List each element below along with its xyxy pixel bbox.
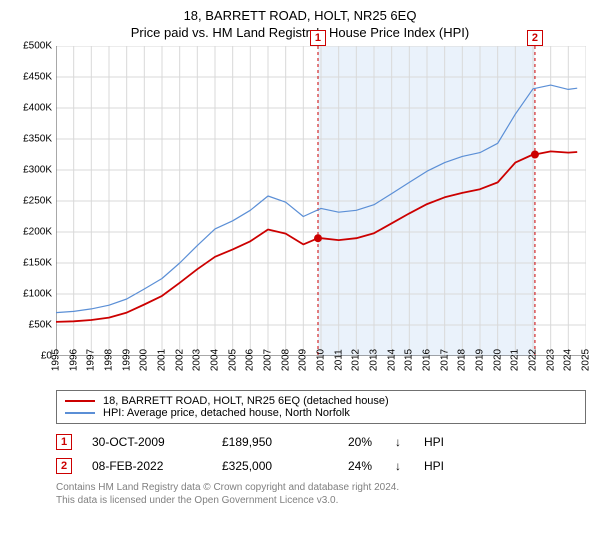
- x-tick-label: 2012: [351, 349, 362, 371]
- x-tick-label: 1995: [51, 349, 62, 371]
- x-tick-label: 2020: [492, 349, 503, 371]
- x-tick-label: 2017: [439, 349, 450, 371]
- transaction-badge: 1: [56, 434, 72, 450]
- transaction-row: 2 08-FEB-2022 £325,000 24% ↓ HPI: [56, 456, 590, 476]
- x-tick-label: 2004: [210, 349, 221, 371]
- x-tick-label: 2018: [457, 349, 468, 371]
- legend-swatch: [65, 400, 95, 402]
- legend-label: HPI: Average price, detached house, Nort…: [103, 407, 350, 419]
- x-tick-label: 2025: [581, 349, 592, 371]
- x-tick-label: 2008: [280, 349, 291, 371]
- legend-label: 18, BARRETT ROAD, HOLT, NR25 6EQ (detach…: [103, 395, 389, 407]
- legend-swatch: [65, 412, 95, 414]
- transaction-date: 08-FEB-2022: [92, 459, 202, 473]
- x-tick-label: 2016: [422, 349, 433, 371]
- x-tick-label: 2011: [333, 349, 344, 371]
- x-tick-label: 1997: [86, 349, 97, 371]
- y-tick-label: £500K: [23, 41, 52, 52]
- transaction-price: £325,000: [222, 459, 312, 473]
- x-tick-label: 2001: [157, 349, 168, 371]
- x-tick-label: 2021: [510, 349, 521, 371]
- attribution-line2: This data is licensed under the Open Gov…: [56, 495, 590, 508]
- x-tick-label: 2005: [227, 349, 238, 371]
- y-tick-label: £450K: [23, 72, 52, 83]
- chart-area: £0£50K£100K£150K£200K£250K£300K£350K£400…: [56, 46, 586, 356]
- sale-dot-1: [314, 234, 322, 242]
- page-title: 18, BARRETT ROAD, HOLT, NR25 6EQ: [10, 8, 590, 23]
- transaction-price: £189,950: [222, 435, 312, 449]
- x-tick-label: 2007: [263, 349, 274, 371]
- y-tick-label: £400K: [23, 103, 52, 114]
- attribution-line1: Contains HM Land Registry data © Crown c…: [56, 482, 590, 495]
- y-tick-label: £250K: [23, 196, 52, 207]
- x-tick-label: 2006: [245, 349, 256, 371]
- x-tick-label: 2010: [316, 349, 327, 371]
- transaction-pct: 24%: [332, 459, 372, 473]
- down-arrow-icon: ↓: [392, 459, 404, 473]
- x-tick-label: 2015: [404, 349, 415, 371]
- x-tick-label: 2003: [192, 349, 203, 371]
- x-tick-label: 2013: [369, 349, 380, 371]
- x-tick-label: 2024: [563, 349, 574, 371]
- x-tick-label: 1998: [104, 349, 115, 371]
- transaction-badge: 2: [56, 458, 72, 474]
- y-tick-label: £350K: [23, 134, 52, 145]
- x-tick-label: 2022: [528, 349, 539, 371]
- x-tick-label: 1999: [121, 349, 132, 371]
- sale-marker-badge-2: 2: [527, 30, 543, 46]
- transaction-hpi-label: HPI: [424, 459, 464, 473]
- y-tick-label: £200K: [23, 227, 52, 238]
- y-tick-label: £150K: [23, 258, 52, 269]
- x-tick-label: 2014: [386, 349, 397, 371]
- page-subtitle: Price paid vs. HM Land Registry's House …: [10, 25, 590, 40]
- y-tick-label: £50K: [29, 320, 52, 331]
- x-tick-label: 2000: [139, 349, 150, 371]
- x-tick-label: 2002: [174, 349, 185, 371]
- sale-marker-badge-1: 1: [310, 30, 326, 46]
- x-tick-label: 2009: [298, 349, 309, 371]
- x-tick-label: 1996: [68, 349, 79, 371]
- x-tick-label: 2019: [475, 349, 486, 371]
- y-tick-label: £300K: [23, 165, 52, 176]
- legend-item: HPI: Average price, detached house, Nort…: [65, 407, 577, 419]
- x-tick-label: 2023: [545, 349, 556, 371]
- legend-item: 18, BARRETT ROAD, HOLT, NR25 6EQ (detach…: [65, 395, 577, 407]
- attribution: Contains HM Land Registry data © Crown c…: [56, 482, 590, 507]
- transaction-date: 30-OCT-2009: [92, 435, 202, 449]
- sale-dot-2: [531, 151, 539, 159]
- y-tick-label: £100K: [23, 289, 52, 300]
- transaction-row: 1 30-OCT-2009 £189,950 20% ↓ HPI: [56, 432, 590, 452]
- down-arrow-icon: ↓: [392, 435, 404, 449]
- transactions-table: 1 30-OCT-2009 £189,950 20% ↓ HPI 2 08-FEB-2022 £…: [56, 432, 590, 476]
- price-chart: [56, 46, 586, 356]
- legend: 18, BARRETT ROAD, HOLT, NR25 6EQ (detach…: [56, 390, 586, 424]
- transaction-pct: 20%: [332, 435, 372, 449]
- transaction-hpi-label: HPI: [424, 435, 464, 449]
